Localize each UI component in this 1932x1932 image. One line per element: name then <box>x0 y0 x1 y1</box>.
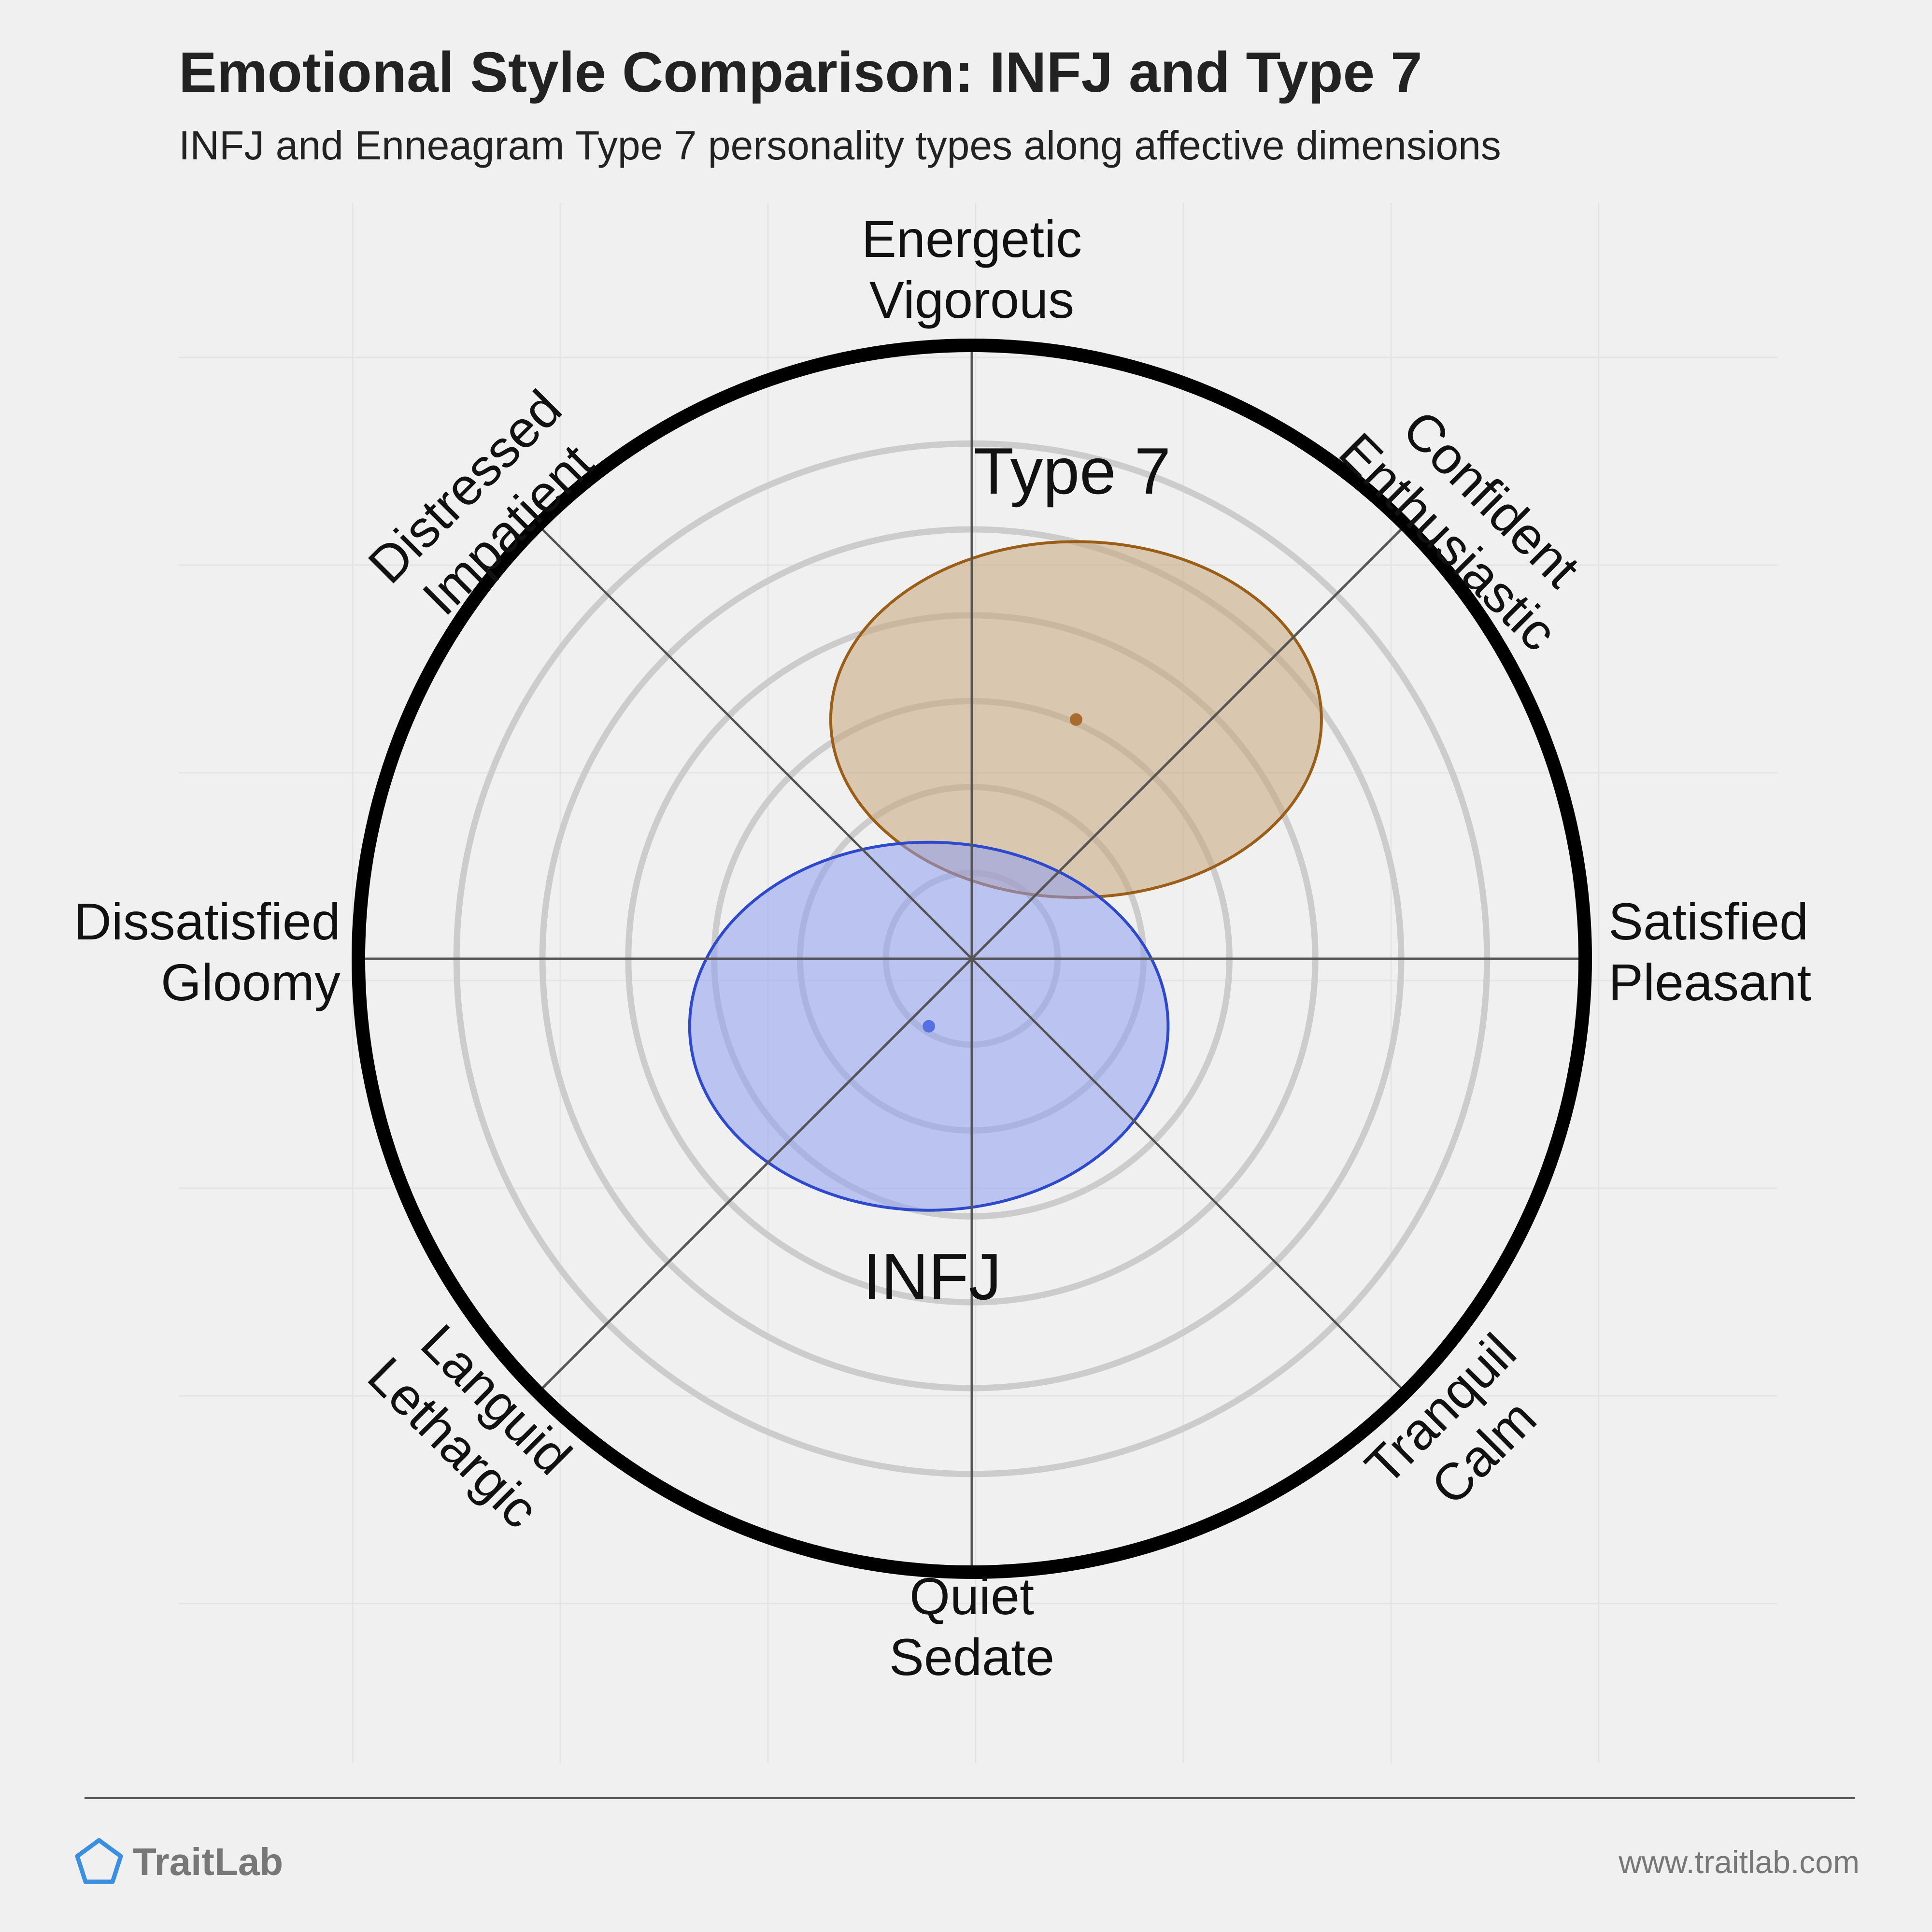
axis-label-4-line-0: Quiet <box>909 1567 1034 1625</box>
axis-label-2-line-1: Pleasant <box>1608 953 1811 1011</box>
series-label-1: INFJ <box>863 1240 1001 1313</box>
series-labels: Type 7 INFJ <box>863 434 1171 1313</box>
axis-line-7 <box>537 524 973 960</box>
axis-label-6-line-1: Gloomy <box>161 953 341 1011</box>
outer-ring <box>352 339 1592 1579</box>
chart-subtitle: INFJ and Enneagram Type 7 personality ty… <box>179 123 1501 168</box>
series-point-0 <box>1069 713 1082 726</box>
outer-boundary <box>352 339 1592 1579</box>
axis-lines <box>358 345 1585 1572</box>
axis-label-0-line-0: Energetic <box>862 210 1082 268</box>
footer-brand[interactable]: TraitLab <box>133 1840 283 1883</box>
series-label-0: Type 7 <box>974 434 1171 508</box>
axis-line-3 <box>971 958 1406 1393</box>
footer-url[interactable]: www.traitlab.com <box>1618 1844 1860 1880</box>
series-points <box>923 713 1082 1033</box>
axis-label-0-line-1: Vigorous <box>869 270 1074 329</box>
axis-label-2-line-0: Satisfied <box>1608 892 1808 951</box>
traitlab-logo-icon[interactable] <box>75 1838 123 1884</box>
chart-title: Emotional Style Comparison: INFJ and Typ… <box>179 41 1422 104</box>
series-point-1 <box>923 1020 936 1033</box>
axis-line-5 <box>537 958 973 1393</box>
axis-line-1 <box>971 524 1406 960</box>
axis-label-6-line-0: Dissatisfied <box>74 892 341 951</box>
axis-label-4-line-1: Sedate <box>889 1628 1054 1686</box>
